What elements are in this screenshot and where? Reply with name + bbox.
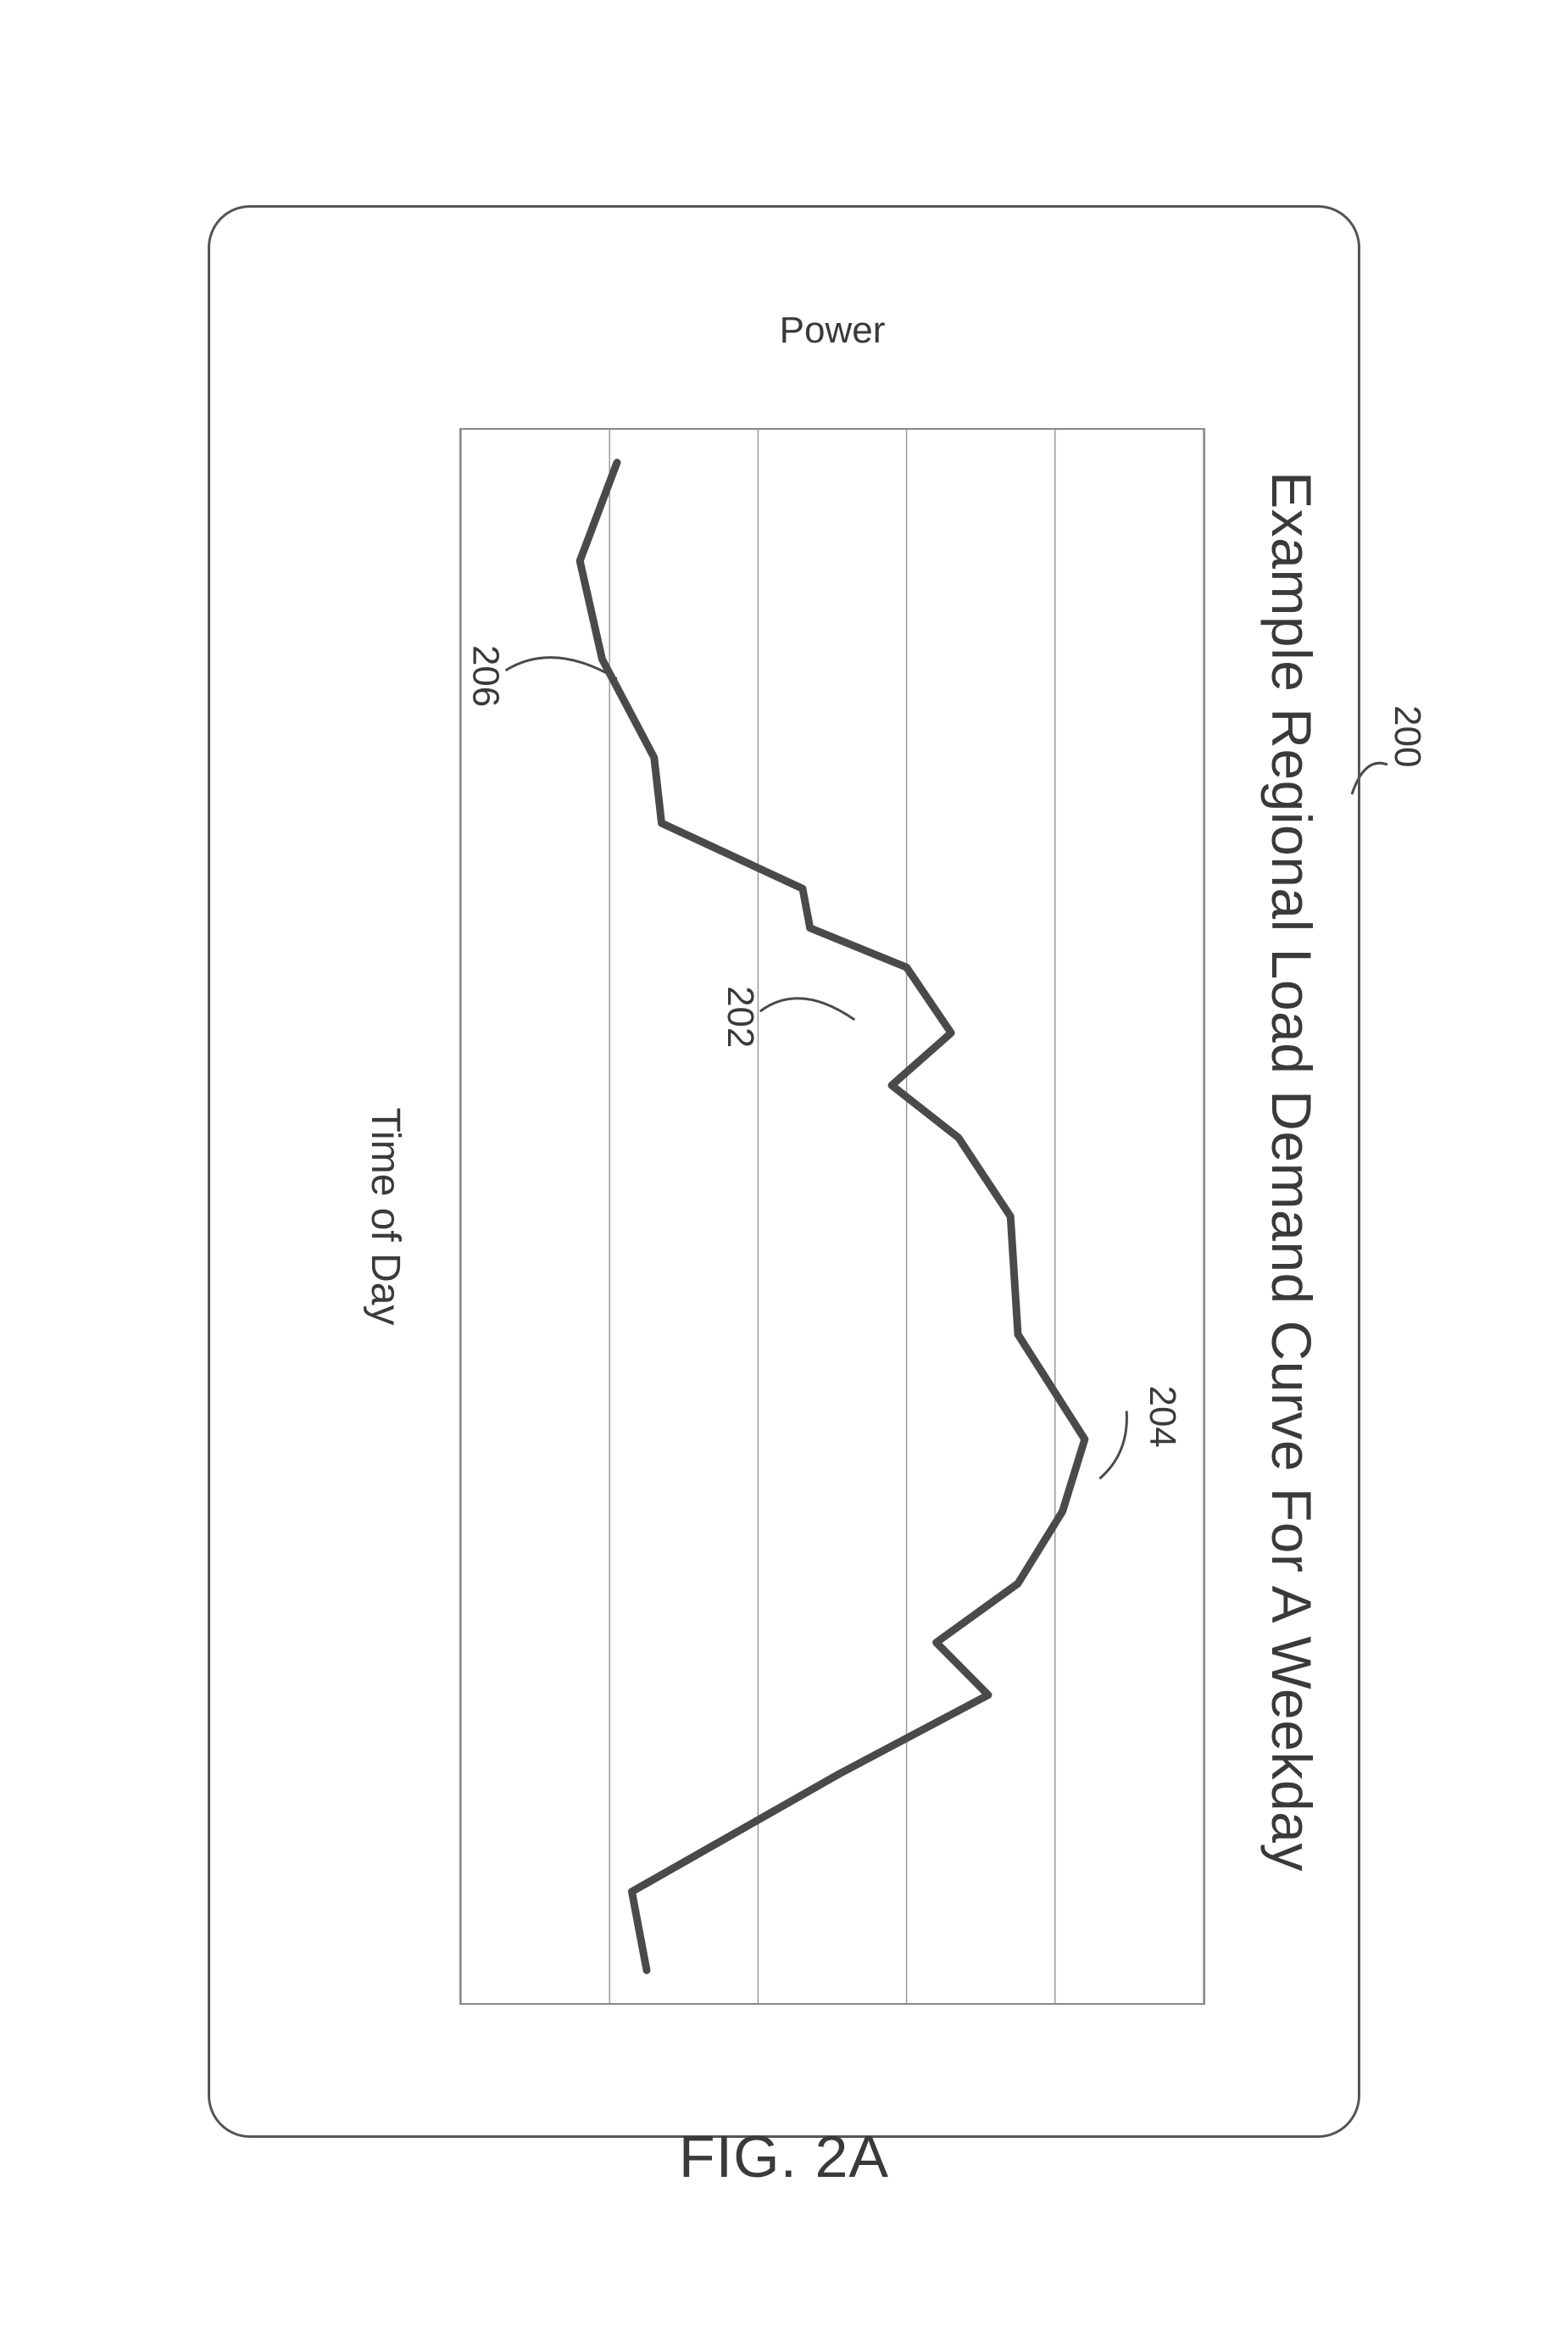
outer-frame: Example Regional Load Demand Curve For A… [208, 205, 1360, 2138]
load-curve [580, 463, 1085, 1971]
callout-204: 204 [1142, 1386, 1183, 1448]
plot-svg: 202 204 206 [461, 430, 1204, 2003]
callout-202: 202 [720, 986, 761, 1048]
x-axis-label: Time of Day [362, 428, 409, 2005]
grid-lines [461, 430, 1204, 2003]
chart-title: Example Regional Load Demand Curve For A… [1259, 208, 1324, 2135]
callout-206: 206 [465, 645, 507, 707]
plot-area: 202 204 206 [459, 428, 1205, 2005]
callouts: 202 204 206 [465, 645, 1183, 1478]
page: 200 Example Regional Load Demand Curve F… [0, 0, 1568, 2343]
figure-panel-rotated: 200 Example Regional Load Demand Curve F… [106, 154, 1462, 2189]
y-axis-label: Power [459, 309, 1205, 360]
figure-caption: FIG. 2A [0, 2123, 1568, 2190]
